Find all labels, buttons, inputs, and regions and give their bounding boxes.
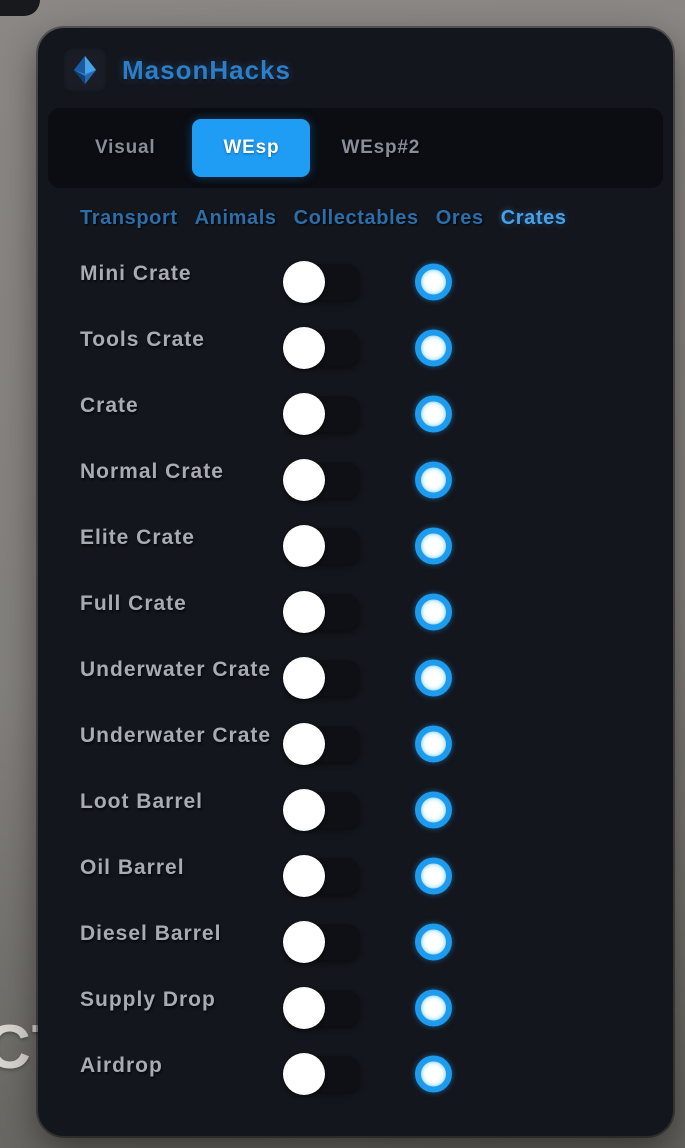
- tab-wesp[interactable]: WEsp: [192, 119, 311, 177]
- esp-item-list: Mini Crate Tools Crate Crate Normal Crat…: [38, 249, 673, 1107]
- esp-item-label: Tools Crate: [80, 328, 205, 351]
- esp-item-row: Tools Crate: [38, 315, 673, 381]
- background-window-corner: [0, 0, 40, 16]
- esp-item-label: Airdrop: [80, 1054, 163, 1077]
- esp-item-toggle[interactable]: [283, 657, 360, 699]
- toggle-knob: [283, 327, 325, 369]
- esp-item-color-picker[interactable]: [415, 329, 452, 367]
- logo-badge: [62, 47, 108, 93]
- toggle-knob: [283, 987, 325, 1029]
- category-bar: Transport Animals Collectables Ores Crat…: [80, 202, 653, 234]
- esp-item-color-picker[interactable]: [415, 527, 452, 565]
- esp-item-row: Supply Drop: [38, 975, 673, 1041]
- toggle-knob: [283, 723, 325, 765]
- esp-item-label: Full Crate: [80, 592, 187, 615]
- toggle-knob: [283, 921, 325, 963]
- esp-item-row: Diesel Barrel: [38, 909, 673, 975]
- esp-item-color-picker[interactable]: [415, 659, 452, 697]
- esp-item-label: Loot Barrel: [80, 790, 204, 813]
- esp-item-toggle[interactable]: [283, 525, 360, 567]
- esp-item-label: Crate: [80, 394, 139, 417]
- toggle-knob: [283, 591, 325, 633]
- toggle-knob: [283, 261, 325, 303]
- esp-item-toggle[interactable]: [283, 459, 360, 501]
- tab-bar: Visual WEsp WEsp#2: [48, 108, 663, 188]
- esp-item-toggle[interactable]: [283, 591, 360, 633]
- toggle-knob: [283, 855, 325, 897]
- esp-item-color-picker[interactable]: [415, 263, 452, 301]
- masonhacks-window: MasonHacks Visual WEsp WEsp#2 Transport …: [38, 28, 673, 1136]
- tab-visual[interactable]: Visual: [95, 137, 156, 158]
- esp-item-toggle[interactable]: [283, 789, 360, 831]
- category-collectables[interactable]: Collectables: [293, 206, 419, 229]
- esp-item-color-picker[interactable]: [415, 1055, 452, 1093]
- esp-item-toggle[interactable]: [283, 393, 360, 435]
- esp-item-color-picker[interactable]: [415, 725, 452, 763]
- app-title: MasonHacks: [122, 54, 291, 85]
- esp-item-toggle[interactable]: [283, 327, 360, 369]
- esp-item-color-picker[interactable]: [415, 791, 452, 829]
- esp-item-row: Elite Crate: [38, 513, 673, 579]
- toggle-knob: [283, 657, 325, 699]
- esp-item-color-picker[interactable]: [415, 857, 452, 895]
- esp-item-label: Oil Barrel: [80, 856, 185, 879]
- esp-item-row: Airdrop: [38, 1041, 673, 1107]
- category-crates[interactable]: Crates: [500, 206, 567, 229]
- esp-item-toggle[interactable]: [283, 987, 360, 1029]
- esp-item-row: Underwater Crate: [38, 645, 673, 711]
- esp-item-label: Underwater Crate: [80, 658, 272, 681]
- esp-item-toggle[interactable]: [283, 261, 360, 303]
- toggle-knob: [283, 525, 325, 567]
- esp-item-row: Underwater Crate: [38, 711, 673, 777]
- esp-item-label: Normal Crate: [80, 460, 224, 483]
- tab-wesp2[interactable]: WEsp#2: [341, 137, 421, 158]
- esp-item-label: Elite Crate: [80, 526, 195, 549]
- esp-item-row: Oil Barrel: [38, 843, 673, 909]
- esp-item-color-picker[interactable]: [415, 461, 452, 499]
- esp-item-toggle[interactable]: [283, 1053, 360, 1095]
- esp-item-row: Loot Barrel: [38, 777, 673, 843]
- esp-item-color-picker[interactable]: [415, 989, 452, 1027]
- toggle-knob: [283, 1053, 325, 1095]
- gem-icon: [74, 56, 96, 84]
- window-header: MasonHacks: [62, 46, 291, 94]
- toggle-knob: [283, 459, 325, 501]
- esp-item-row: Full Crate: [38, 579, 673, 645]
- esp-item-row: Mini Crate: [38, 249, 673, 315]
- esp-item-label: Mini Crate: [80, 262, 192, 285]
- toggle-knob: [283, 393, 325, 435]
- category-ores[interactable]: Ores: [435, 206, 484, 229]
- esp-item-label: Diesel Barrel: [80, 922, 222, 945]
- esp-item-color-picker[interactable]: [415, 395, 452, 433]
- esp-item-toggle[interactable]: [283, 921, 360, 963]
- esp-item-label: Underwater Crate: [80, 724, 272, 747]
- toggle-knob: [283, 789, 325, 831]
- esp-item-label: Supply Drop: [80, 988, 216, 1011]
- esp-item-row: Crate: [38, 381, 673, 447]
- esp-item-row: Normal Crate: [38, 447, 673, 513]
- category-animals[interactable]: Animals: [194, 206, 277, 229]
- esp-item-toggle[interactable]: [283, 855, 360, 897]
- esp-item-color-picker[interactable]: [415, 593, 452, 631]
- esp-item-toggle[interactable]: [283, 723, 360, 765]
- esp-item-color-picker[interactable]: [415, 923, 452, 961]
- category-transport[interactable]: Transport: [80, 206, 178, 229]
